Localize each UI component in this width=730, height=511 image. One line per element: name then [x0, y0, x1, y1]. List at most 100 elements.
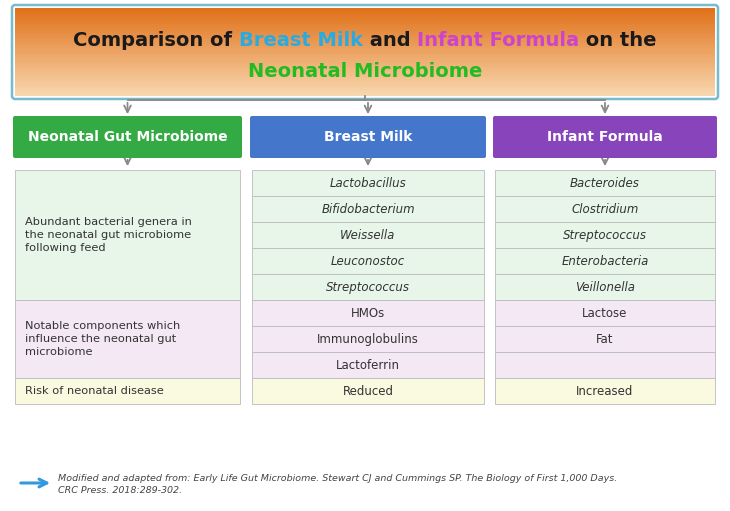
Bar	[15, 77, 715, 78]
Bar	[15, 23, 715, 25]
Bar	[15, 56, 715, 58]
Text: Bacteroides: Bacteroides	[570, 176, 640, 190]
FancyBboxPatch shape	[250, 116, 486, 158]
Bar	[495, 196, 715, 222]
Bar	[252, 222, 484, 248]
Bar	[495, 326, 715, 352]
Bar	[15, 92, 715, 94]
Text: Leuconostoc: Leuconostoc	[331, 254, 405, 267]
Text: Clostridium: Clostridium	[572, 202, 639, 216]
Text: Breast Milk: Breast Milk	[324, 130, 412, 144]
Bar	[15, 21, 715, 22]
Bar	[15, 33, 715, 34]
FancyBboxPatch shape	[13, 116, 242, 158]
Bar	[15, 80, 715, 82]
Bar	[15, 31, 715, 32]
Text: Risk of neonatal disease: Risk of neonatal disease	[25, 386, 164, 396]
Bar	[15, 25, 715, 27]
Bar	[495, 248, 715, 274]
Bar	[15, 59, 715, 61]
Text: Bifidobacterium: Bifidobacterium	[321, 202, 415, 216]
Bar	[15, 41, 715, 43]
Bar	[15, 16, 715, 18]
Text: Lactobacillus: Lactobacillus	[330, 176, 407, 190]
Bar	[15, 48, 715, 50]
Bar	[252, 352, 484, 378]
Bar	[15, 47, 715, 49]
Bar	[15, 13, 715, 15]
Bar	[15, 81, 715, 83]
Bar	[15, 83, 715, 85]
Text: Abundant bacterial genera in
the neonatal gut microbiome
following feed: Abundant bacterial genera in the neonata…	[25, 217, 192, 253]
Bar	[15, 32, 715, 33]
Bar	[15, 24, 715, 26]
Bar	[15, 37, 715, 39]
Text: Neonatal Gut Microbiome: Neonatal Gut Microbiome	[28, 130, 227, 144]
Bar	[15, 87, 715, 88]
Text: Fat: Fat	[596, 333, 614, 345]
Text: Infant Formula: Infant Formula	[418, 31, 580, 50]
Bar	[15, 38, 715, 40]
Bar	[15, 75, 715, 76]
Bar	[15, 73, 715, 74]
FancyBboxPatch shape	[493, 116, 717, 158]
Bar	[15, 76, 715, 77]
Bar	[495, 274, 715, 300]
Bar	[15, 35, 715, 37]
Bar	[15, 54, 715, 55]
Bar	[15, 26, 715, 28]
Bar	[252, 248, 484, 274]
Bar	[495, 222, 715, 248]
Bar	[495, 378, 715, 404]
Bar	[15, 89, 715, 90]
Text: Modified and adapted from: Early Life Gut Microbiome. Stewart CJ and Cummings SP: Modified and adapted from: Early Life Gu…	[58, 474, 618, 482]
Bar	[15, 86, 715, 87]
Bar	[15, 60, 715, 62]
Bar	[15, 44, 715, 45]
Bar	[15, 90, 715, 91]
Bar	[15, 72, 715, 73]
Bar	[15, 94, 715, 95]
Text: Lactose: Lactose	[583, 307, 628, 319]
Bar	[15, 27, 715, 29]
Bar	[15, 11, 715, 12]
Bar	[15, 65, 715, 66]
Text: Lactoferrin: Lactoferrin	[336, 359, 400, 371]
Bar	[15, 55, 715, 56]
Bar	[15, 53, 715, 54]
Bar	[15, 46, 715, 48]
Text: Neonatal Microbiome: Neonatal Microbiome	[247, 62, 483, 81]
Text: Streptococcus: Streptococcus	[326, 281, 410, 293]
Bar	[495, 170, 715, 196]
Bar	[15, 9, 715, 10]
Bar	[15, 67, 715, 68]
Bar	[15, 10, 715, 11]
Text: Breast Milk: Breast Milk	[239, 31, 363, 50]
Bar	[15, 18, 715, 20]
Bar	[495, 352, 715, 378]
Bar	[252, 170, 484, 196]
Bar	[15, 78, 715, 80]
Bar	[15, 45, 715, 47]
Bar	[15, 52, 715, 53]
Bar	[15, 12, 715, 13]
Bar	[252, 378, 484, 404]
Bar	[15, 8, 715, 9]
Bar	[15, 17, 715, 19]
Bar	[15, 79, 715, 81]
Bar	[15, 62, 715, 64]
Bar	[15, 57, 715, 59]
Bar	[15, 49, 715, 51]
Text: Streptococcus: Streptococcus	[563, 228, 647, 242]
Bar	[15, 29, 715, 30]
Text: Immunoglobulins: Immunoglobulins	[317, 333, 419, 345]
Bar	[15, 70, 715, 72]
Bar	[15, 19, 715, 21]
Text: Enterobacteria: Enterobacteria	[561, 254, 649, 267]
Text: CRC Press. 2018:289-302.: CRC Press. 2018:289-302.	[58, 485, 182, 495]
Text: Weissella: Weissella	[340, 228, 396, 242]
Bar	[15, 300, 240, 378]
Bar	[15, 63, 715, 65]
Bar	[15, 88, 715, 89]
Text: Infant Formula: Infant Formula	[547, 130, 663, 144]
